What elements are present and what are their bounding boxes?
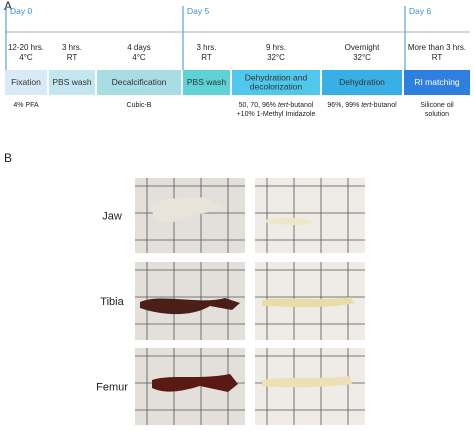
step-temp: 4°C xyxy=(132,53,146,62)
step-reagent: +10% 1-Methyl Imidazole xyxy=(237,111,316,118)
step-reagent: solution xyxy=(425,111,449,118)
day-label: Day 0 xyxy=(10,6,32,16)
step-reagent: Silicone oil xyxy=(420,102,454,109)
photo xyxy=(255,178,365,253)
specimen xyxy=(152,374,238,392)
reagent-part: tert xyxy=(278,102,289,109)
specimen xyxy=(265,217,315,225)
step-box xyxy=(49,70,95,95)
specimen xyxy=(262,376,352,388)
step-reagent: 50, 70, 96% tert-butanol xyxy=(239,102,314,109)
specimen xyxy=(140,298,240,315)
step-time: 9 hrs. xyxy=(266,43,286,52)
step-box xyxy=(232,70,320,95)
step-temp: 32°C xyxy=(267,53,285,62)
reagent-part: 4% PFA xyxy=(13,102,39,109)
reagent-part: +10% 1-Methyl Imidazole xyxy=(237,111,316,118)
step-label: Decalcification xyxy=(112,77,167,87)
reagent-part: Silicone oil xyxy=(420,102,454,109)
specimen-label: Tibia xyxy=(100,296,124,308)
day-label: Day 5 xyxy=(187,6,209,16)
specimen-label: Femur xyxy=(96,382,128,394)
step-label: Dehydration xyxy=(339,77,385,87)
panel-label: A xyxy=(4,0,12,13)
step-label: PBS wash xyxy=(187,77,226,87)
reagent-part: Cubic-B xyxy=(127,102,152,109)
step-temp: RT xyxy=(201,53,212,62)
step-time: Overnight xyxy=(345,43,380,52)
reagent-part: -butanol xyxy=(371,102,397,109)
step-reagent: Cubic-B xyxy=(127,102,152,109)
step-temp: RT xyxy=(432,53,443,62)
reagent-part: 50, 70, 96% xyxy=(239,102,278,109)
step-box xyxy=(404,70,470,95)
step-label: PBS wash xyxy=(52,77,91,87)
step-label: Fixation xyxy=(11,77,41,87)
step-box xyxy=(322,70,402,95)
step-box xyxy=(5,70,47,95)
step-label: RI matching xyxy=(414,77,460,87)
step-time: 3 hrs. xyxy=(196,43,216,52)
specimen-label: Jaw xyxy=(102,211,122,223)
step-time: More than 3 hrs. xyxy=(408,43,466,52)
step-temp: RT xyxy=(67,53,78,62)
specimen xyxy=(262,297,355,308)
reagent-part: solution xyxy=(425,111,449,118)
step-box xyxy=(97,70,181,95)
step-reagent: 4% PFA xyxy=(13,102,39,109)
step-reagent: 96%, 99% tert-butanol xyxy=(327,102,397,109)
step-box xyxy=(183,70,230,95)
reagent-part: 96%, 99% xyxy=(327,102,361,109)
step-time: 4 days xyxy=(127,43,151,52)
step-time: 3 hrs. xyxy=(62,43,82,52)
panel-label: B xyxy=(4,151,12,165)
specimen xyxy=(150,197,225,223)
reagent-part: -butanol xyxy=(288,102,314,109)
reagent-part: tert xyxy=(361,102,372,109)
step-label: Dehydration and xyxy=(245,73,308,83)
step-temp: 32°C xyxy=(353,53,371,62)
day-label: Day 6 xyxy=(409,6,431,16)
step-label: decolorization xyxy=(250,82,303,92)
step-time: 12-20 hrs. xyxy=(8,43,44,52)
step-temp: 4°C xyxy=(19,53,33,62)
